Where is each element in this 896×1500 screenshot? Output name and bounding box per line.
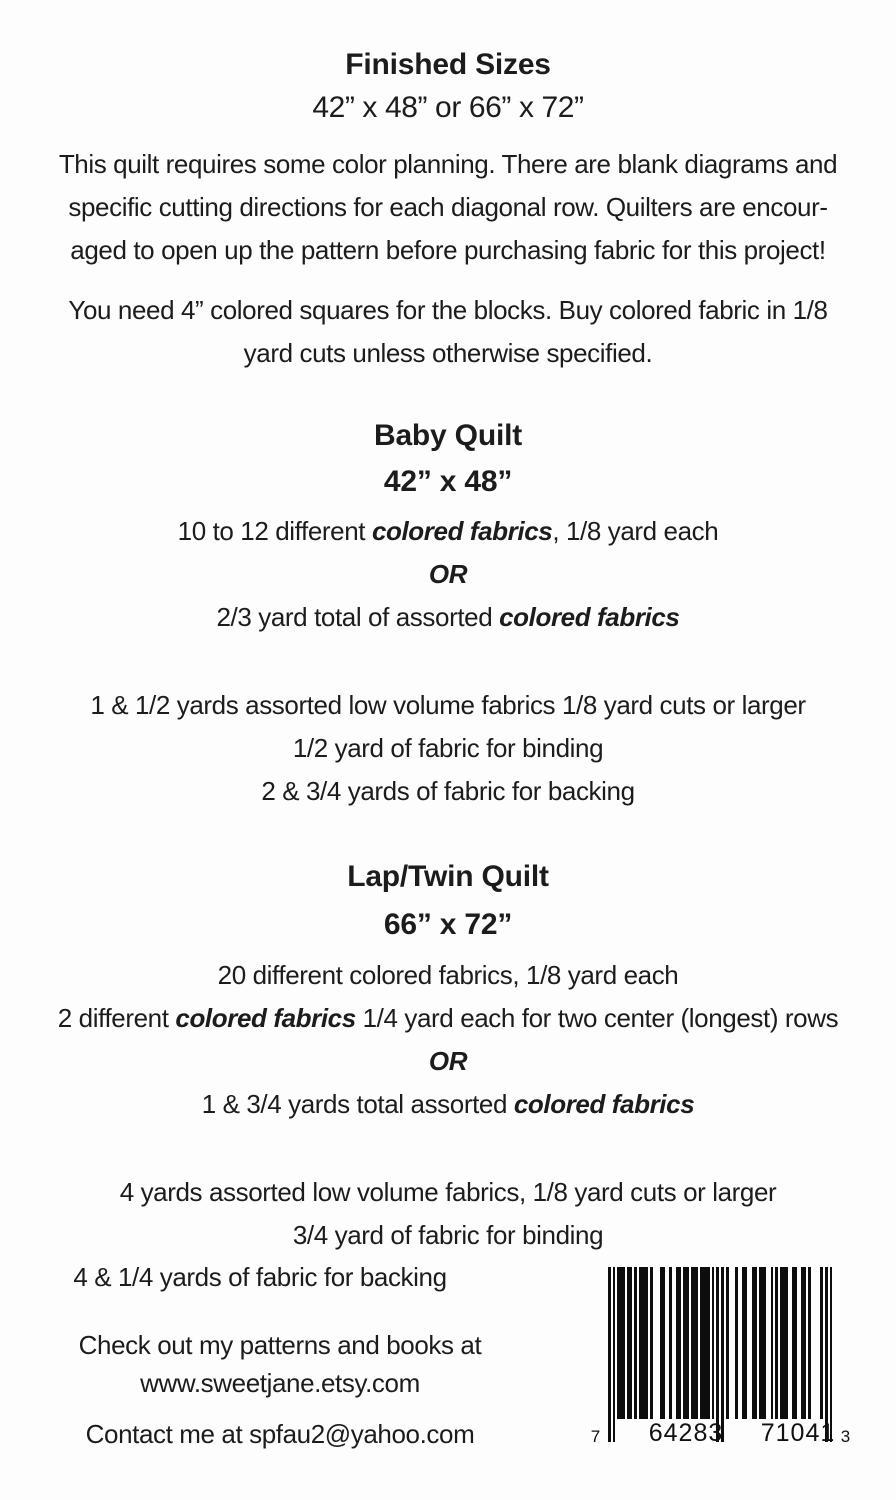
intro-paragraph2-line2: yard cuts unless otherwise specified. bbox=[243, 338, 653, 368]
barcode-digits-group2: 71041 bbox=[760, 1419, 836, 1447]
lap-twin-requirement-1: 20 different colored fabrics, 1/8 yard e… bbox=[217, 960, 679, 990]
baby-quilt-or-label: OR bbox=[428, 559, 468, 589]
footer-shop-url: www.sweetjane.etsy.com bbox=[140, 1368, 420, 1398]
finished-sizes-title: Finished Sizes bbox=[345, 48, 551, 81]
footer-patterns-line: Check out my patterns and books at bbox=[78, 1330, 482, 1360]
barcode-digits-group1: 64283 bbox=[648, 1419, 724, 1447]
finished-sizes-dimensions: 42” x 48” or 66” x 72” bbox=[312, 91, 584, 124]
lap-req3-prefix: 1 & 3/4 yards total assorted bbox=[201, 1089, 514, 1119]
lap-req2-emphasis: colored fabrics bbox=[175, 1003, 356, 1033]
lap-twin-requirement-3: 1 & 3/4 yards total assorted colored fab… bbox=[0, 1089, 896, 1120]
barcode-bars bbox=[608, 1267, 833, 1443]
lap-twin-backing-line: 4 & 1/4 yards of fabric for backing bbox=[73, 1262, 447, 1292]
baby-req2-prefix: 2/3 yard total of assorted bbox=[216, 602, 500, 632]
footer-contact-email: Contact me at spfau2@yahoo.com bbox=[85, 1419, 475, 1449]
lap-twin-binding-line: 3/4 yard of fabric for binding bbox=[292, 1220, 604, 1250]
baby-quilt-title: Baby Quilt bbox=[373, 419, 522, 452]
intro-paragraph1-line1: This quilt requires some color planning.… bbox=[58, 149, 838, 179]
baby-req2-emphasis: colored fabrics bbox=[499, 602, 680, 632]
baby-req1-suffix: , 1/8 yard each bbox=[552, 516, 719, 546]
baby-quilt-lowvolume-line: 1 & 1/2 yards assorted low volume fabric… bbox=[90, 690, 806, 720]
baby-quilt-requirement-1: 10 to 12 different colored fabrics, 1/8 … bbox=[0, 516, 896, 547]
upc-barcode: 7 64283 71041 3 bbox=[586, 1267, 856, 1459]
lap-req3-emphasis: colored fabrics bbox=[513, 1089, 695, 1119]
lap-twin-requirement-2: 2 different colored fabrics 1/4 yard eac… bbox=[0, 1003, 896, 1034]
intro-paragraph2-line1: You need 4” colored squares for the bloc… bbox=[68, 295, 828, 325]
barcode-digit-right: 3 bbox=[840, 1427, 852, 1446]
baby-quilt-size: 42” x 48” bbox=[383, 465, 513, 498]
lap-twin-quilt-size: 66” x 72” bbox=[383, 908, 513, 941]
baby-req1-emphasis: colored fabrics bbox=[371, 516, 553, 546]
lap-twin-lowvolume-line: 4 yards assorted low volume fabrics, 1/8… bbox=[119, 1177, 777, 1207]
lap-twin-or-label: OR bbox=[428, 1046, 468, 1076]
lap-twin-quilt-title: Lap/Twin Quilt bbox=[347, 860, 549, 893]
baby-quilt-binding-line: 1/2 yard of fabric for binding bbox=[292, 733, 604, 763]
baby-quilt-backing-line: 2 & 3/4 yards of fabric for backing bbox=[261, 776, 635, 806]
lap-req2-suffix: 1/4 yard each for two center (longest) r… bbox=[355, 1003, 839, 1033]
intro-paragraph1-line2: specific cutting directions for each dia… bbox=[68, 192, 828, 222]
lap-req2-prefix: 2 different bbox=[57, 1003, 176, 1033]
baby-req1-prefix: 10 to 12 different bbox=[177, 516, 372, 546]
barcode-digit-left: 7 bbox=[590, 1427, 602, 1446]
intro-paragraph1-line3: aged to open up the pattern before purch… bbox=[70, 235, 826, 265]
baby-quilt-requirement-2: 2/3 yard total of assorted colored fabri… bbox=[0, 602, 896, 633]
